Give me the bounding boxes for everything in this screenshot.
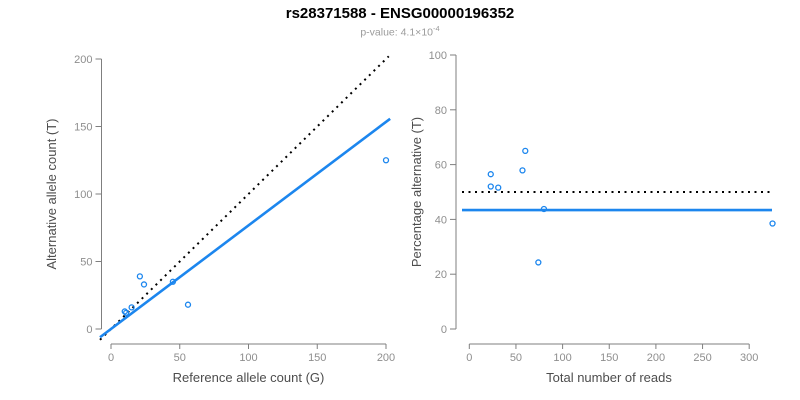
left-regression-line [99,117,391,339]
right-y-tick-label: 0 [441,324,447,336]
right-x-tick-label: 0 [466,352,472,364]
right-x-axis-title: Total number of reads [546,370,672,385]
left-y-tick-label: 200 [74,54,92,66]
right-y-tick-label: 100 [429,50,447,62]
left-y-tick-label: 0 [86,324,92,336]
right-y-tick-label: 60 [435,160,447,172]
right-y-tick-label: 40 [435,214,447,226]
left-data-point [121,308,128,315]
page-title: rs28371588 - ENSG00000196352 [285,5,515,22]
left-x-tick-label: 0 [108,352,114,364]
left-x-tick-label: 200 [377,352,395,364]
right-x-tick-label: 200 [647,352,665,364]
left-data-point [169,278,177,285]
left-data-point [122,309,130,316]
left-y-tick-label: 50 [80,257,92,269]
right-data-point [495,184,502,191]
right-x-tick-label: 250 [693,352,711,364]
left-x-tick-label: 100 [239,352,257,364]
left-data-point [382,157,390,164]
right-y-axis-title: Percentage alternative (T) [409,117,424,267]
left-y-axis-title: Alternative allele count (T) [44,118,59,269]
right-data-point [540,205,548,213]
right-x-tick-label: 150 [600,352,618,364]
right-x-tick-label: 300 [740,352,758,364]
left-data-point [136,273,144,280]
right-x-tick-label: 100 [553,352,571,364]
pvalue-exponent: -4 [433,24,440,33]
right-data-point [522,147,529,155]
left-identity-line [99,55,390,341]
right-data-point [519,167,526,174]
pvalue-text: p-value: 4.1×10 [360,26,433,39]
left-data-point [128,304,135,311]
left-x-tick-label: 150 [308,352,326,364]
right-data-point [487,183,494,190]
right-data-point [535,259,542,266]
right-data-point [769,220,776,227]
left-x-axis-title: Reference allele count (G) [173,370,325,385]
right-y-tick-label: 20 [435,269,447,281]
pvalue-subtitle: p-value: 4.1×10-4 [0,24,800,39]
left-y-tick-label: 100 [74,189,92,201]
right-x-tick-label: 50 [510,352,522,364]
left-data-point [184,301,192,308]
right-y-tick-label: 80 [435,105,447,117]
left-data-point [140,281,148,288]
left-y-tick-label: 150 [74,122,92,134]
left-x-tick-label: 50 [174,352,186,364]
right-data-point [487,171,494,178]
